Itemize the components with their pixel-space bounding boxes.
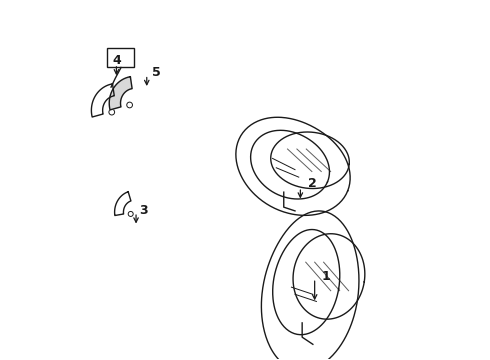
Bar [107,48,134,67]
Text: 4: 4 [113,54,122,67]
Polygon shape [109,77,132,110]
Text: 2: 2 [308,177,316,190]
Text: 5: 5 [152,66,161,79]
Text: 1: 1 [322,270,331,283]
Text: 3: 3 [140,204,148,217]
